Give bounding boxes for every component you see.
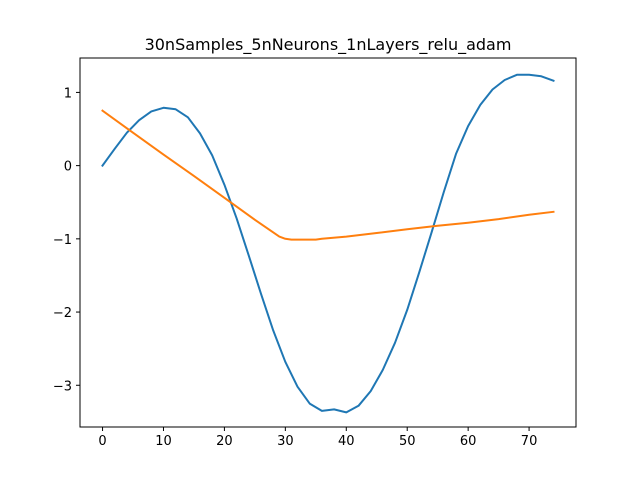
chart-title: 30nSamples_5nNeurons_1nLayers_relu_adam — [145, 35, 512, 55]
x-tick-label: 50 — [399, 434, 416, 449]
plot-frame — [79, 57, 577, 428]
x-tick-label: 70 — [521, 434, 538, 449]
x-axis-ticks: 0 10 20 30 40 50 60 70 — [98, 427, 537, 449]
plot-lines — [101, 73, 555, 414]
y-axis-ticks: 1 0 −1 −2 −3 — [53, 86, 80, 394]
x-tick-label: 40 — [338, 434, 355, 449]
y-tick-label: 0 — [64, 160, 72, 175]
x-tick-label: 60 — [460, 434, 477, 449]
x-tick-label: 30 — [277, 434, 294, 449]
y-tick-label: 1 — [64, 86, 72, 101]
series-2-line — [101, 109, 555, 241]
x-tick-label: 0 — [98, 434, 106, 449]
y-tick-label: −3 — [53, 379, 72, 394]
y-tick-label: −1 — [53, 233, 72, 248]
y-tick-label: −2 — [53, 306, 72, 321]
x-tick-label: 10 — [155, 434, 172, 449]
series-1-line — [101, 73, 555, 414]
x-tick-label: 20 — [216, 434, 233, 449]
